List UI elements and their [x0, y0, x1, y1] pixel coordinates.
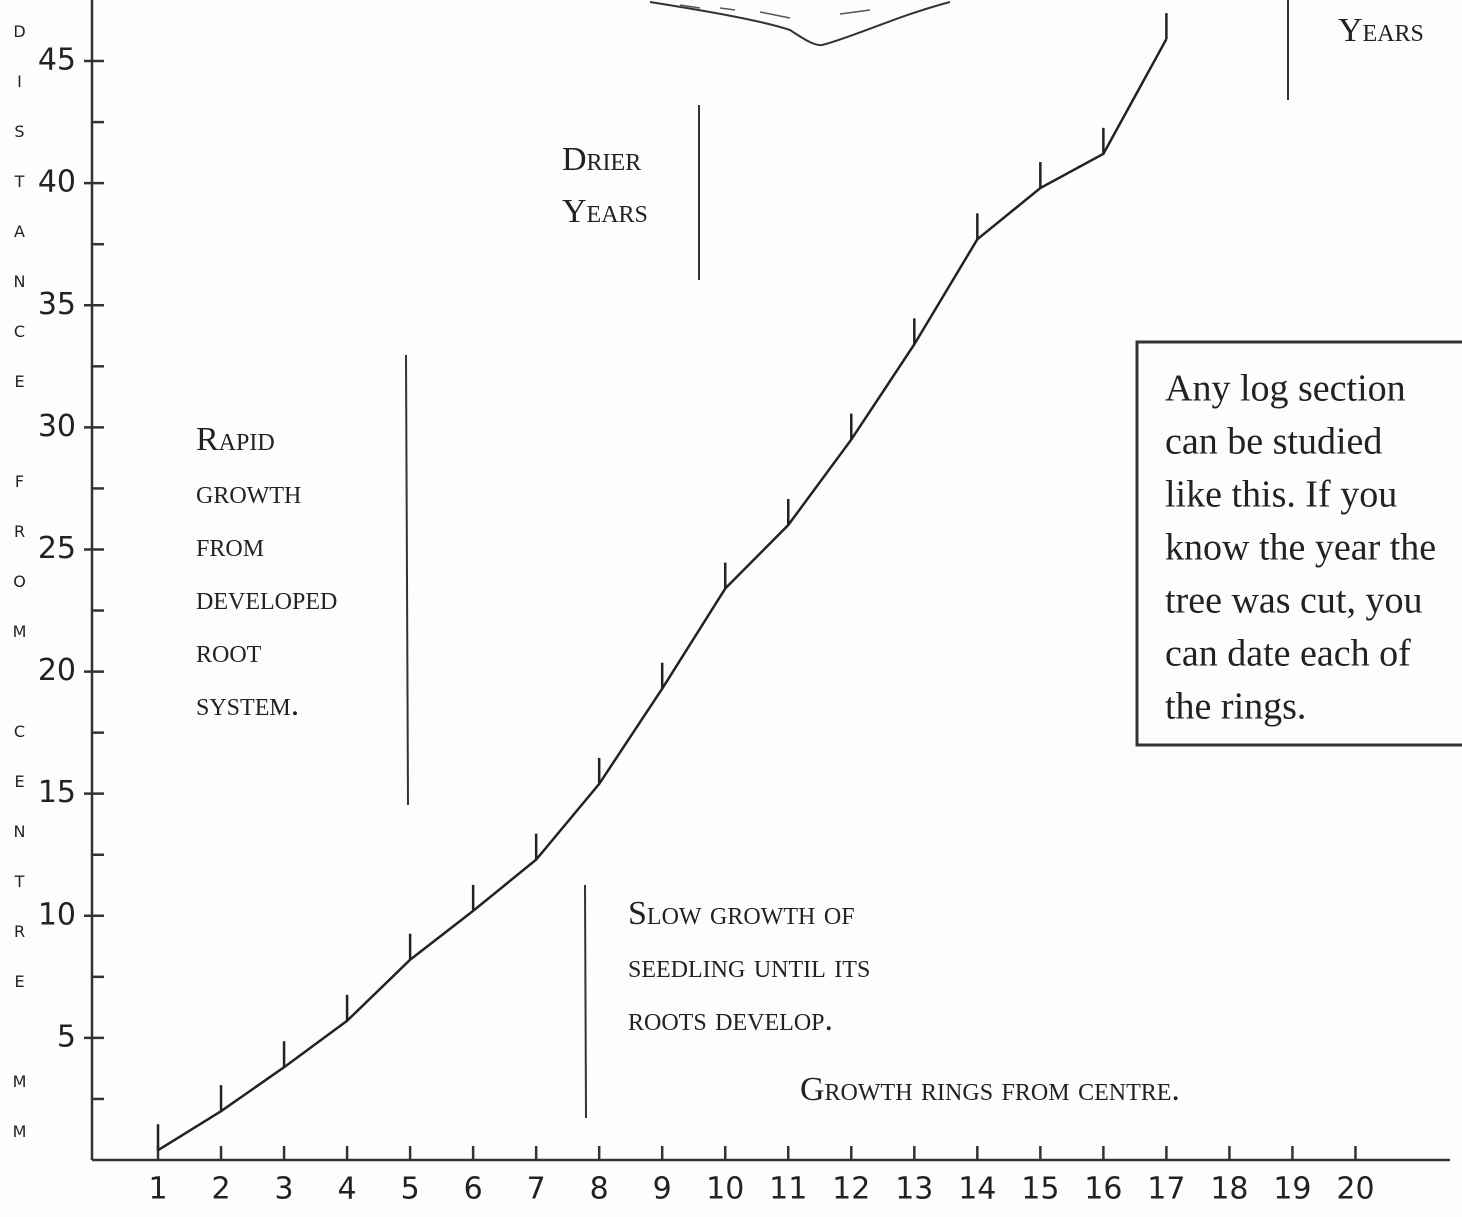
x-tick-label: 18 — [1210, 1172, 1248, 1207]
annotation-text: Slow growth of — [628, 895, 855, 932]
x-tick-label: 5 — [401, 1172, 420, 1207]
x-tick-label: 8 — [590, 1172, 609, 1207]
x-tick-label: 20 — [1336, 1172, 1374, 1207]
y-tick-label: 45 — [38, 43, 76, 78]
annotation-text: seedling until its — [628, 948, 870, 985]
y-tick-label: 15 — [38, 775, 76, 810]
y-tick-label: 40 — [38, 165, 76, 200]
x-axis-label: Growth rings from centre. — [800, 1071, 1180, 1108]
x-tick-label: 13 — [895, 1172, 933, 1207]
annotation-text: from — [196, 527, 264, 564]
note-text: tree was cut, you — [1165, 580, 1422, 622]
y-tick-label: 5 — [57, 1019, 76, 1054]
chart: Growth rings from centre. 51015202530354… — [0, 0, 1462, 1217]
x-tick-label: 6 — [464, 1172, 483, 1207]
x-tick-label: 9 — [653, 1172, 672, 1207]
annotation-text: Years — [562, 193, 648, 230]
y-tick-label: 25 — [38, 531, 76, 566]
x-tick-label: 1 — [148, 1172, 167, 1207]
note-text: like this. If you — [1165, 474, 1397, 516]
note-text: Any log section — [1165, 368, 1406, 410]
annotation-text: growth — [196, 474, 301, 511]
x-tick-label: 2 — [211, 1172, 230, 1207]
log-section-drawing — [650, 2, 950, 45]
x-tick-label: 16 — [1084, 1172, 1122, 1207]
annotation-text: roots develop. — [628, 1001, 833, 1038]
bracket-line — [406, 355, 408, 805]
y-tick-label: 35 — [38, 287, 76, 322]
x-tick-label: 14 — [958, 1172, 996, 1207]
annotation-text: root — [196, 633, 262, 670]
x-tick-label: 10 — [706, 1172, 744, 1207]
note-text: can be studied — [1165, 421, 1382, 463]
annotation-text: Years — [1338, 12, 1424, 49]
note-text: the rings. — [1165, 686, 1306, 728]
x-tick-label: 7 — [527, 1172, 546, 1207]
x-tick-label: 17 — [1147, 1172, 1185, 1207]
x-tick-label: 11 — [769, 1172, 807, 1207]
x-tick-label: 12 — [832, 1172, 870, 1207]
x-tick-label: 15 — [1021, 1172, 1059, 1207]
annotation-text: Rapid — [196, 421, 275, 458]
y-axis-label: DISTANCE FROM CENTRE MM — [10, 22, 29, 1172]
annotation-text: developed — [196, 580, 337, 617]
x-tick-label: 3 — [275, 1172, 294, 1207]
annotation-text: Drier — [562, 141, 641, 178]
y-tick-label: 20 — [38, 653, 76, 688]
note-text: know the year the — [1165, 527, 1436, 569]
page: {"chart_data": { "type": "line", "y_labe… — [0, 0, 1462, 1217]
y-tick-label: 30 — [38, 409, 76, 444]
x-tick-label: 4 — [338, 1172, 357, 1207]
note-text: can date each of — [1165, 633, 1411, 675]
annotation-text: system. — [196, 686, 299, 723]
bracket-line — [585, 885, 586, 1118]
y-tick-label: 10 — [38, 897, 76, 932]
x-tick-label: 19 — [1273, 1172, 1311, 1207]
